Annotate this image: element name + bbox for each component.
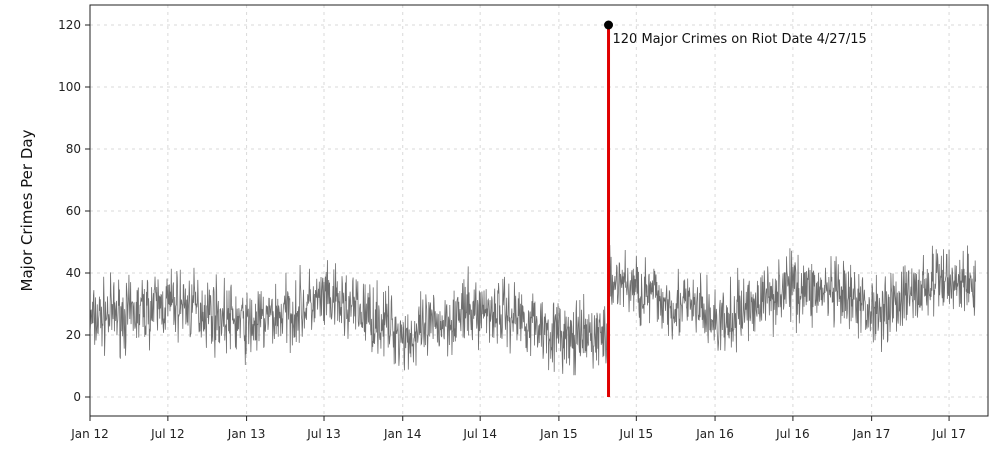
series-layer xyxy=(89,245,976,376)
x-tick-label: Jan 15 xyxy=(539,427,578,441)
y-axis-title: Major Crimes Per Day xyxy=(18,129,36,291)
x-tick-label: Jan 13 xyxy=(227,427,266,441)
x-tick-label: Jul 15 xyxy=(619,427,654,441)
x-tick-label: Jan 12 xyxy=(70,427,109,441)
annotation-layer: 120 Major Crimes on Riot Date 4/27/15 xyxy=(604,20,867,397)
x-tick-label: Jan 17 xyxy=(852,427,891,441)
y-tick-label: 80 xyxy=(66,142,81,156)
y-tick-label: 100 xyxy=(58,80,81,94)
x-tick-label: Jul 13 xyxy=(306,427,341,441)
axes: 0 20 40 60 80 100 120 Jan 12 Jul 12 Jan 13 Jul 13 J… xyxy=(58,18,966,441)
x-tick-label: Jul 14 xyxy=(462,427,497,441)
x-tick-label: Jul 16 xyxy=(775,427,810,441)
y-tick-label: 120 xyxy=(58,18,81,32)
y-tick-label: 0 xyxy=(73,390,81,404)
x-tick-label: Jul 12 xyxy=(150,427,185,441)
series-line xyxy=(89,245,976,376)
y-tick-label: 40 xyxy=(66,266,81,280)
x-tick-label: Jan 14 xyxy=(383,427,422,441)
y-tick-label: 20 xyxy=(66,328,81,342)
y-tick-label: 60 xyxy=(66,204,81,218)
riot-annotation-label: 120 Major Crimes on Riot Date 4/27/15 xyxy=(613,32,867,47)
x-tick-label: Jan 16 xyxy=(695,427,734,441)
riot-peak-point xyxy=(604,20,614,30)
x-tick-label: Jul 17 xyxy=(931,427,966,441)
